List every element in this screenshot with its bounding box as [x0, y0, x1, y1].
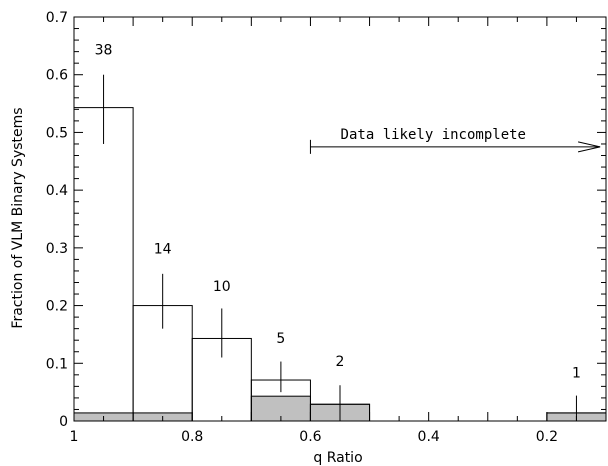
annotation-text: Data likely incomplete: [341, 127, 526, 143]
y-tick-label: 0.6: [46, 68, 68, 84]
count-labels-layer: 38 14 10 5 2 1: [95, 43, 581, 382]
count-label: 1: [572, 366, 581, 382]
y-tick-label: 0.1: [46, 356, 68, 372]
x-tick-label: 1: [70, 429, 79, 445]
count-label: 2: [336, 354, 345, 370]
annotation-layer: Data likely incomplete: [309, 127, 601, 154]
x-tick-label: 0.4: [418, 429, 440, 445]
y-tick-label: 0.7: [46, 10, 68, 26]
x-axis-label: q Ratio: [313, 450, 362, 466]
count-label: 5: [276, 331, 285, 347]
annotation-arrow-head: [577, 141, 601, 153]
y-tick-label: 0.2: [46, 299, 68, 315]
count-label: 38: [95, 43, 113, 59]
count-label: 10: [213, 279, 231, 295]
y-tick-label: 0.5: [46, 125, 68, 141]
outline-bars-layer: [73, 107, 607, 422]
y-tick-label: 0.4: [46, 183, 68, 199]
x-tick-label: 0.6: [299, 429, 321, 445]
x-tick-label: 0.8: [181, 429, 203, 445]
y-tick-label: 0.3: [46, 241, 68, 257]
y-axis-label: Fraction of VLM Binary Systems: [10, 107, 26, 328]
ticks-layer: 0 0.1 0.2 0.3 0.4 0.5 0.6 0.7 1 0.8 0.6 0.4 0.2: [46, 10, 607, 445]
outline-bar: [73, 107, 134, 422]
x-tick-label: 0.2: [536, 429, 558, 445]
y-tick-label: 0: [59, 414, 68, 430]
count-label: 14: [154, 242, 172, 258]
